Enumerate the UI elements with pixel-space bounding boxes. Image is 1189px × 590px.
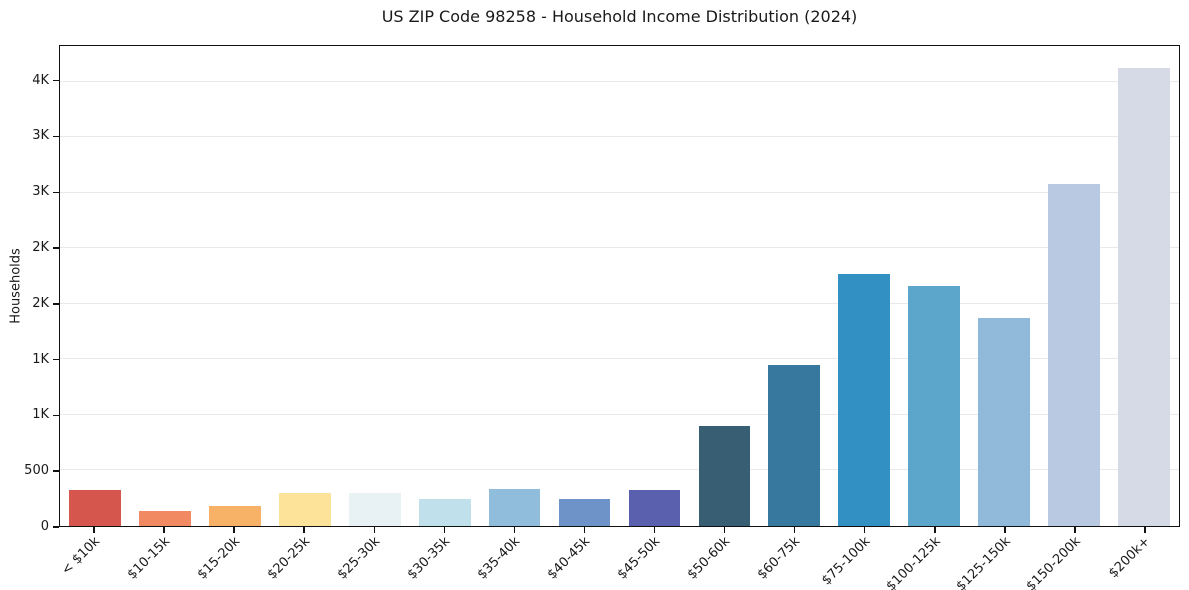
bar-slot bbox=[130, 46, 200, 526]
bar-1 bbox=[69, 490, 121, 526]
bar-13 bbox=[908, 286, 961, 526]
bar-16 bbox=[1118, 68, 1170, 526]
y-tick-label: 4K bbox=[32, 72, 49, 88]
x-tick-mark bbox=[513, 527, 516, 533]
bar-2 bbox=[139, 511, 191, 526]
x-tick-label: $10-15k bbox=[124, 534, 173, 583]
gridline bbox=[60, 413, 1179, 415]
x-tick-label: $100-125k bbox=[883, 534, 944, 590]
y-tick-label: 1K bbox=[32, 407, 49, 423]
bar-slot bbox=[1039, 46, 1109, 526]
bar-7 bbox=[488, 488, 541, 526]
y-tick-mark bbox=[53, 247, 59, 249]
gridline bbox=[60, 80, 1179, 82]
x-tick-label: $15-20k bbox=[194, 534, 243, 583]
y-tick-label: 500 bbox=[24, 463, 49, 479]
bar-slot bbox=[689, 46, 759, 526]
x-tick-mark bbox=[93, 527, 95, 533]
bars-layer bbox=[60, 46, 1179, 526]
bar-slot bbox=[200, 46, 270, 526]
x-tick-mark bbox=[1074, 527, 1076, 533]
chart-title: US ZIP Code 98258 - Household Income Dis… bbox=[381, 7, 858, 26]
y-tick-mark bbox=[53, 358, 59, 361]
x-tick-mark bbox=[653, 527, 656, 533]
gridline bbox=[60, 358, 1179, 360]
plot-area bbox=[59, 45, 1180, 527]
bar-slot bbox=[410, 46, 480, 526]
bar-14 bbox=[978, 318, 1031, 526]
bar-10 bbox=[698, 426, 751, 526]
y-tick-mark bbox=[53, 191, 59, 194]
x-tick-label: $20-25k bbox=[264, 534, 313, 583]
gridline bbox=[60, 191, 1179, 193]
y-tick-label: 3K bbox=[32, 128, 49, 144]
bar-slot bbox=[550, 46, 620, 526]
bar-slot bbox=[340, 46, 410, 526]
bar-slot bbox=[829, 46, 899, 526]
bar-8 bbox=[558, 499, 611, 526]
bar-slot bbox=[1109, 46, 1179, 526]
bar-slot bbox=[270, 46, 340, 526]
x-tick-label: $30-35k bbox=[404, 534, 453, 583]
x-tick-label: $45-50k bbox=[614, 534, 664, 583]
gridline bbox=[60, 136, 1179, 138]
bar-9 bbox=[628, 490, 681, 526]
bar-slot bbox=[759, 46, 829, 526]
x-tick-label: $60-75k bbox=[754, 534, 804, 583]
bar-12 bbox=[838, 273, 891, 526]
y-tick-label: 2K bbox=[32, 295, 49, 311]
y-tick-label: 3K bbox=[32, 184, 49, 200]
bar-slot bbox=[620, 46, 690, 526]
y-tick-mark bbox=[53, 303, 59, 305]
x-tick-label: $200k+ bbox=[1106, 534, 1154, 582]
y-tick-mark bbox=[53, 470, 59, 472]
y-tick-label: 1K bbox=[32, 351, 49, 367]
x-tick-label: $150-200k bbox=[1023, 534, 1084, 590]
gridline bbox=[60, 469, 1179, 471]
x-tick-mark bbox=[303, 527, 305, 533]
y-tick-label: 0 bbox=[40, 519, 49, 534]
bar-6 bbox=[418, 499, 471, 526]
x-tick-mark bbox=[163, 527, 165, 533]
x-tick-mark bbox=[373, 527, 376, 533]
y-tick-label: 2K bbox=[32, 240, 49, 256]
y-tick-mark bbox=[53, 135, 59, 138]
x-tick-label: $75-100k bbox=[818, 534, 874, 589]
bar-11 bbox=[768, 364, 821, 526]
x-tick-mark bbox=[1144, 527, 1146, 533]
x-tick-mark bbox=[1004, 527, 1006, 533]
y-axis-label: Households bbox=[8, 248, 24, 324]
x-tick-mark bbox=[723, 527, 726, 533]
gridline bbox=[60, 302, 1179, 304]
bar-5 bbox=[348, 493, 401, 526]
bar-4 bbox=[278, 492, 331, 526]
bar-slot bbox=[899, 46, 969, 526]
x-tick-mark bbox=[934, 527, 936, 533]
y-tick-mark bbox=[53, 414, 59, 417]
x-tick-label: $25-30k bbox=[334, 534, 383, 583]
bar-slot bbox=[60, 46, 130, 526]
x-tick-mark bbox=[863, 527, 866, 533]
gridline bbox=[60, 247, 1179, 249]
bar-slot bbox=[480, 46, 550, 526]
y-tick-mark bbox=[53, 526, 59, 528]
bar-slot bbox=[969, 46, 1039, 526]
x-tick-label: $50-60k bbox=[684, 534, 734, 583]
x-tick-mark bbox=[233, 527, 235, 533]
x-tick-label: $35-40k bbox=[474, 534, 524, 583]
x-tick-mark bbox=[583, 527, 586, 533]
y-tick-mark bbox=[53, 79, 59, 82]
x-tick-mark bbox=[443, 527, 446, 533]
bar-15 bbox=[1048, 183, 1100, 526]
x-tick-mark bbox=[793, 527, 796, 533]
x-tick-label: < $10k bbox=[58, 534, 103, 579]
x-tick-label: $125-150k bbox=[953, 534, 1014, 590]
x-tick-label: $40-45k bbox=[544, 534, 594, 583]
bar-3 bbox=[208, 506, 261, 526]
